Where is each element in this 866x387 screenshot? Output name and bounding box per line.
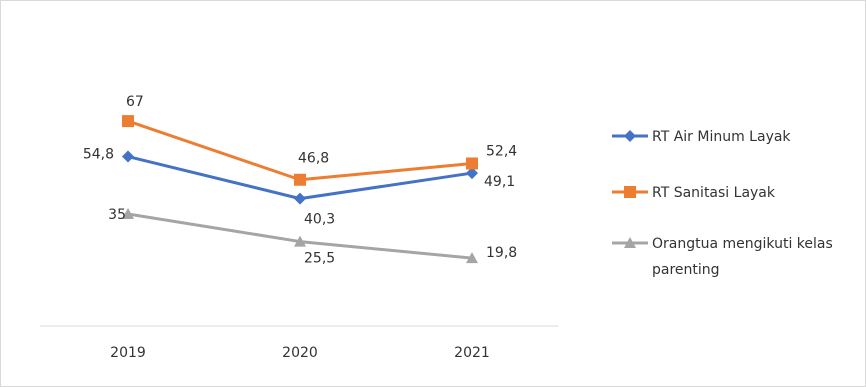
legend-marker-3 bbox=[624, 237, 636, 248]
series-1-point-2019 bbox=[122, 150, 134, 163]
series-3-point-2021 bbox=[466, 252, 478, 264]
data-label-3-2021: 19,8 bbox=[486, 245, 517, 261]
data-label-2-2020: 46,8 bbox=[298, 151, 329, 167]
legend-label-2: RT Sanitasi Layak bbox=[652, 185, 776, 201]
data-label-2-2019: 67 bbox=[126, 94, 144, 110]
series-2-point-2020 bbox=[294, 173, 306, 186]
data-label-3-2019: 35 bbox=[108, 207, 126, 223]
data-label-1-2019: 54,8 bbox=[83, 147, 114, 163]
series-3-point-2020 bbox=[294, 235, 306, 247]
data-label-2-2021: 52,4 bbox=[486, 143, 517, 159]
legend-label-3-line-2: parenting bbox=[652, 262, 720, 278]
legend-label-1: RT Air Minum Layak bbox=[652, 129, 791, 145]
series-3-point-2019 bbox=[122, 208, 134, 219]
data-label-3-2020: 25,5 bbox=[304, 251, 335, 267]
data-label-1-2020: 40,3 bbox=[304, 212, 335, 228]
x-tick-label-2021: 2021 bbox=[454, 345, 490, 361]
series-1-point-2020 bbox=[294, 192, 306, 205]
legend-label-3-line-1: Orangtua mengikuti kelas bbox=[652, 236, 833, 252]
series-1-point-2021 bbox=[466, 167, 478, 180]
legend-marker-1 bbox=[624, 130, 636, 142]
legend-marker-2 bbox=[624, 186, 636, 198]
series-2-point-2021 bbox=[466, 157, 478, 170]
series-2-point-2019 bbox=[122, 115, 134, 128]
data-label-1-2021: 49,1 bbox=[484, 174, 515, 190]
x-tick-label-2020: 2020 bbox=[282, 345, 318, 361]
x-tick-label-2019: 2019 bbox=[110, 345, 146, 361]
